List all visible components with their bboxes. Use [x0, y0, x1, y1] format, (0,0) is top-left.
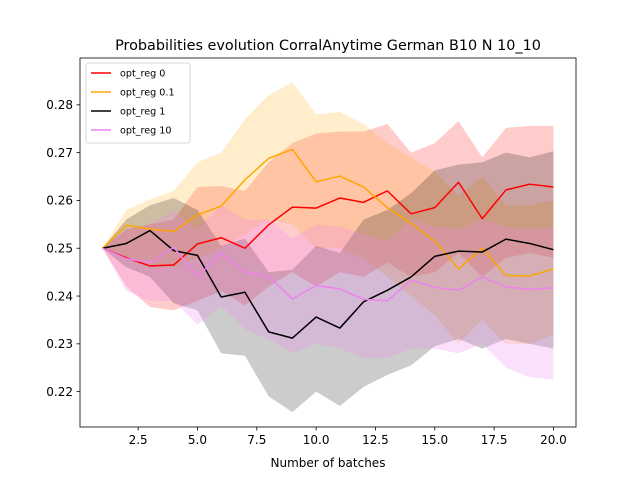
y-axis-ticks: 0.22 0.23 0.24 0.25 0.26 0.27 0.28 [46, 98, 80, 399]
axes-frame [79, 57, 577, 428]
series-lines [102, 148, 554, 339]
chart-title: Probabilities evolution CorralAnytime Ge… [115, 38, 541, 54]
y-tick-label: 0.28 [46, 98, 73, 112]
y-tick-label: 0.23 [46, 337, 73, 351]
legend-label: opt_reg 0.1 [120, 88, 175, 99]
x-axis-label: Number of batches [271, 456, 386, 470]
y-tick-label: 0.22 [46, 385, 73, 399]
x-tick-label: 2.5 [129, 433, 148, 447]
legend-label: opt_reg 1 [120, 107, 165, 118]
x-tick-label: 12.5 [362, 433, 389, 447]
x-tick-label: 5.0 [188, 433, 207, 447]
x-tick-label: 20.0 [540, 433, 567, 447]
x-tick-label: 10.0 [303, 433, 330, 447]
legend-box [85, 62, 191, 144]
band-opt-reg-1 [102, 151, 554, 413]
x-tick-label: 7.5 [247, 433, 266, 447]
legend-label: opt_reg 0 [120, 69, 165, 80]
x-tick-label: 17.5 [481, 433, 508, 447]
y-tick-label: 0.25 [46, 242, 73, 256]
legend-label: opt_reg 10 [120, 126, 172, 137]
y-tick-label: 0.26 [46, 194, 73, 208]
line-opt-reg-10 [102, 246, 554, 302]
x-tick-label: 15.0 [421, 433, 448, 447]
legend: opt_reg 0 opt_reg 0.1 opt_reg 1 opt_reg 10 [85, 62, 191, 144]
band-opt-reg-0-1 [102, 82, 554, 344]
y-tick-label: 0.24 [46, 289, 73, 303]
line-opt-reg-0 [102, 181, 554, 267]
band-opt-reg-0 [102, 121, 554, 311]
y-tick-label: 0.27 [46, 146, 73, 160]
x-axis-ticks: 2.5 5.0 7.5 10.0 12.5 15.0 17.5 20.0 [129, 427, 567, 447]
